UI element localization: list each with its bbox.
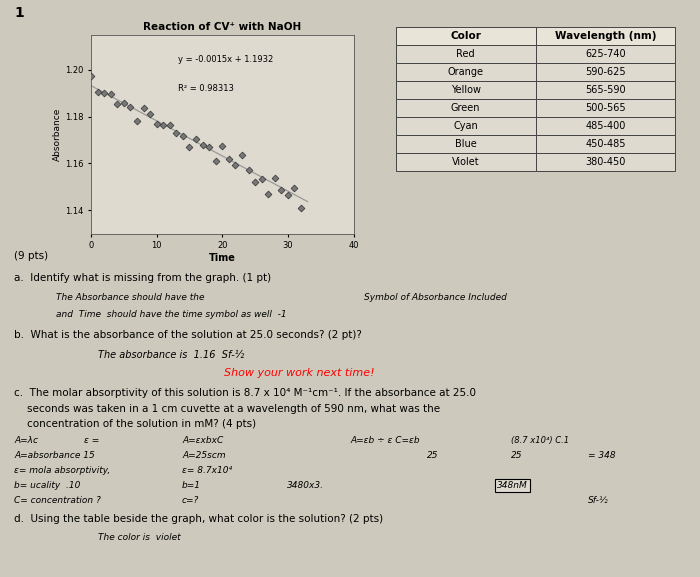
Text: A=εxbxC: A=εxbxC xyxy=(182,436,223,445)
Text: The color is  violet: The color is violet xyxy=(98,533,181,542)
Text: 3480x3.: 3480x3. xyxy=(287,481,324,490)
Text: Show your work next time!: Show your work next time! xyxy=(224,368,374,378)
Text: seconds was taken in a 1 cm cuvette at a wavelength of 590 nm, what was the: seconds was taken in a 1 cm cuvette at a… xyxy=(14,404,440,414)
Text: 348nM: 348nM xyxy=(497,481,528,490)
Text: b= ucality  .10: b= ucality .10 xyxy=(14,481,80,490)
Text: y = -0.0015x + 1.1932: y = -0.0015x + 1.1932 xyxy=(178,54,273,63)
Text: a.  Identify what is missing from the graph. (1 pt): a. Identify what is missing from the gra… xyxy=(14,273,271,283)
Text: and  Time  should have the time symbol as well  -1: and Time should have the time symbol as … xyxy=(56,310,286,320)
Text: 25: 25 xyxy=(511,451,522,460)
Text: A=absorbance 15: A=absorbance 15 xyxy=(14,451,94,460)
Text: A=εb ÷ ε C=εb: A=εb ÷ ε C=εb xyxy=(350,436,419,445)
Text: ε= 8.7x10⁴: ε= 8.7x10⁴ xyxy=(182,466,232,475)
Text: The Absorbance should have the: The Absorbance should have the xyxy=(56,293,204,302)
Y-axis label: Absorbance: Absorbance xyxy=(53,107,62,161)
Title: Reaction of CV⁺ with NaOH: Reaction of CV⁺ with NaOH xyxy=(143,23,302,32)
X-axis label: Time: Time xyxy=(209,253,236,263)
Text: c=?: c=? xyxy=(182,496,199,505)
Text: concentration of the solution in mM? (4 pts): concentration of the solution in mM? (4 … xyxy=(14,419,256,429)
Text: ε =: ε = xyxy=(84,436,99,445)
Text: The absorbance is  1.16  Sf-½: The absorbance is 1.16 Sf-½ xyxy=(98,350,244,359)
Text: b.  What is the absorbance of the solution at 25.0 seconds? (2 pt)?: b. What is the absorbance of the solutio… xyxy=(14,330,362,340)
Text: A=25scm: A=25scm xyxy=(182,451,225,460)
Text: C= concentration ?: C= concentration ? xyxy=(14,496,101,505)
Text: c.  The molar absorptivity of this solution is 8.7 x 10⁴ M⁻¹cm⁻¹. If the absorba: c. The molar absorptivity of this soluti… xyxy=(14,388,476,398)
Text: 25: 25 xyxy=(427,451,438,460)
Text: d.  Using the table beside the graph, what color is the solution? (2 pts): d. Using the table beside the graph, wha… xyxy=(14,514,383,523)
Text: (9 pts): (9 pts) xyxy=(14,251,48,261)
Text: (8.7 x10⁴) C.1: (8.7 x10⁴) C.1 xyxy=(511,436,569,445)
Text: 1: 1 xyxy=(14,6,24,20)
Text: b=1: b=1 xyxy=(182,481,201,490)
Text: R² = 0.98313: R² = 0.98313 xyxy=(178,84,234,93)
Text: ε= mola absorptivity,: ε= mola absorptivity, xyxy=(14,466,111,475)
Text: Sf-½: Sf-½ xyxy=(588,496,609,505)
Text: A=λc: A=λc xyxy=(14,436,38,445)
Text: = 348: = 348 xyxy=(588,451,615,460)
Text: Symbol of Absorbance Included: Symbol of Absorbance Included xyxy=(364,293,507,302)
